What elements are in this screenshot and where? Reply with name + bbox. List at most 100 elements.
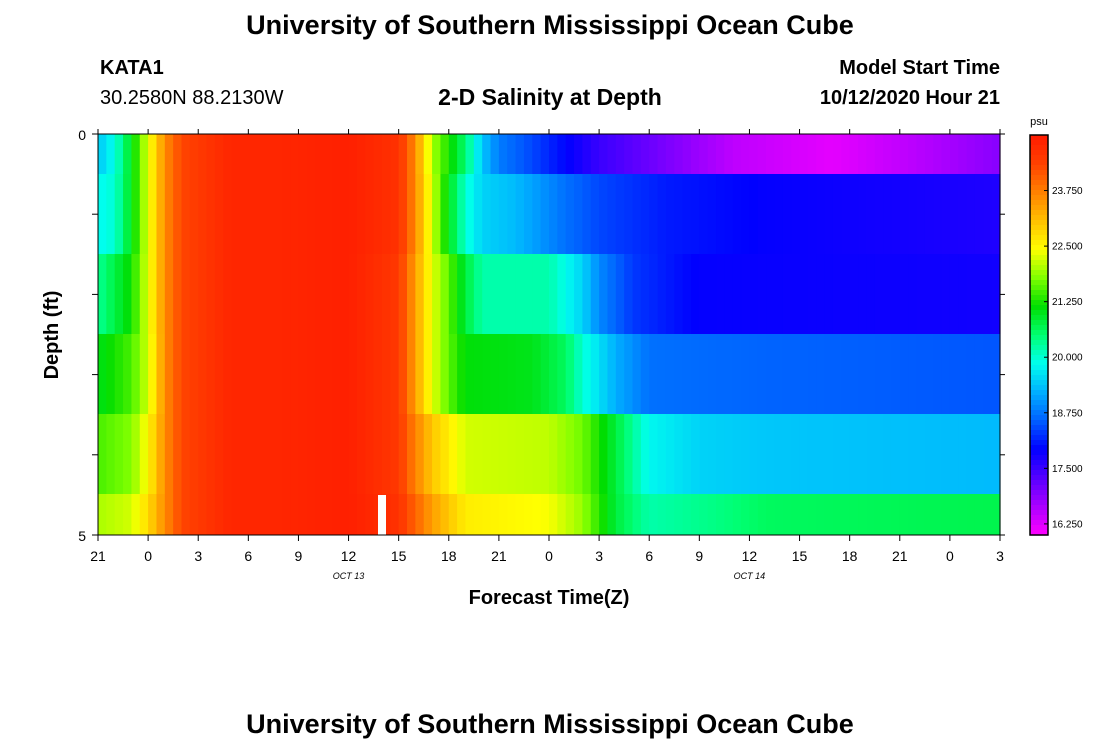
heatmap-cell — [807, 174, 817, 254]
colorbar-segment — [1030, 465, 1048, 471]
heatmap-cell — [298, 494, 308, 535]
heatmap-cell — [423, 414, 433, 494]
heatmap-cell — [532, 494, 542, 535]
heatmap-cell — [473, 334, 483, 414]
heatmap-cell — [674, 174, 684, 254]
y-tick-label: 5 — [78, 528, 86, 544]
heatmap-cell — [849, 414, 859, 494]
heatmap-cell — [473, 494, 483, 535]
heatmap-cell — [114, 134, 124, 174]
heatmap-cell — [824, 414, 834, 494]
heatmap-cell — [473, 174, 483, 254]
heatmap-cell — [657, 254, 667, 334]
colorbar-segment — [1030, 205, 1048, 211]
heatmap-cell — [974, 254, 984, 334]
heatmap-cell — [924, 174, 934, 254]
colorbar-segment — [1030, 450, 1048, 456]
heatmap-cell — [415, 414, 425, 494]
heatmap-cell — [699, 254, 709, 334]
heatmap-cell — [899, 334, 909, 414]
colorbar-segment — [1030, 295, 1048, 301]
heatmap-cell — [933, 414, 943, 494]
model-start-label: Model Start Time — [839, 57, 1000, 79]
colorbar-segment — [1030, 165, 1048, 171]
heatmap-cell — [432, 134, 442, 174]
heatmap-cell — [523, 414, 533, 494]
heatmap-cell — [624, 414, 634, 494]
heatmap-cell — [114, 174, 124, 254]
heatmap-cell — [265, 414, 274, 494]
heatmap-cell — [866, 414, 876, 494]
heatmap-cell — [891, 174, 901, 254]
heatmap-cell — [941, 174, 951, 254]
colorbar-segment — [1030, 240, 1048, 246]
heatmap-cell — [532, 334, 542, 414]
heatmap-cell — [649, 414, 659, 494]
x-tick-label: 0 — [946, 548, 954, 564]
heatmap-cell — [365, 174, 375, 254]
heatmap-cell — [590, 494, 600, 535]
heatmap-cell — [699, 414, 709, 494]
heatmap-cell — [448, 334, 458, 414]
heatmap-cell — [724, 334, 734, 414]
heatmap-cell — [657, 134, 667, 174]
heatmap-cell — [482, 174, 492, 254]
heatmap-cell — [256, 254, 266, 334]
heatmap-cell — [223, 494, 233, 535]
heatmap-cell — [849, 334, 859, 414]
heatmap-cell — [114, 334, 124, 414]
colorbar-segment — [1030, 230, 1048, 236]
heatmap-cell — [407, 494, 416, 535]
heatmap-cell — [381, 254, 391, 334]
colorbar-segment — [1030, 410, 1048, 416]
heatmap-cell — [983, 254, 993, 334]
colorbar-segment — [1030, 530, 1048, 536]
heatmap-cell — [106, 134, 116, 174]
heatmap-cell — [139, 174, 149, 254]
heatmap-cell — [106, 254, 116, 334]
heatmap-cell — [256, 494, 266, 535]
heatmap-cell — [415, 494, 425, 535]
heatmap-cell — [532, 414, 542, 494]
heatmap-cell — [148, 174, 158, 254]
heatmap-cell — [373, 334, 383, 414]
heatmap-cell — [824, 174, 834, 254]
heatmap-cell — [924, 134, 934, 174]
heatmap-cell — [198, 414, 208, 494]
current-time-marker — [378, 495, 386, 535]
heatmap-cell — [657, 334, 667, 414]
colorbar-segment — [1030, 395, 1048, 401]
heatmap-cell — [640, 174, 650, 254]
heatmap-cell — [724, 414, 734, 494]
heatmap-cell — [908, 134, 918, 174]
heatmap-cell — [306, 414, 316, 494]
heatmap-cell — [632, 414, 642, 494]
heatmap-cell — [181, 134, 191, 174]
colorbar-segment — [1030, 160, 1048, 166]
heatmap-cell — [941, 494, 951, 535]
heatmap-cell — [315, 334, 325, 414]
x-tick-label: 0 — [144, 548, 152, 564]
colorbar-segment — [1030, 515, 1048, 521]
heatmap-cell — [131, 134, 141, 174]
heatmap-cell — [290, 494, 300, 535]
heatmap-cell — [549, 254, 558, 334]
heatmap-cell — [181, 174, 191, 254]
heatmap-cell — [281, 334, 291, 414]
heatmap-cell — [482, 494, 492, 535]
heatmap-cell — [782, 494, 792, 535]
heatmap-cell — [164, 494, 174, 535]
heatmap-cell — [858, 174, 867, 254]
heatmap-cell — [665, 174, 675, 254]
heatmap-cell — [665, 494, 675, 535]
heatmap-cell — [774, 494, 784, 535]
x-tick-label: 6 — [645, 548, 653, 564]
heatmap-cell — [883, 334, 893, 414]
heatmap-cell — [874, 334, 884, 414]
heatmap-cell — [807, 494, 817, 535]
heatmap-cell — [156, 334, 166, 414]
heatmap-cell — [724, 134, 734, 174]
heatmap-cell — [498, 254, 508, 334]
heatmap-cell — [565, 414, 575, 494]
heatmap-cell — [832, 134, 842, 174]
